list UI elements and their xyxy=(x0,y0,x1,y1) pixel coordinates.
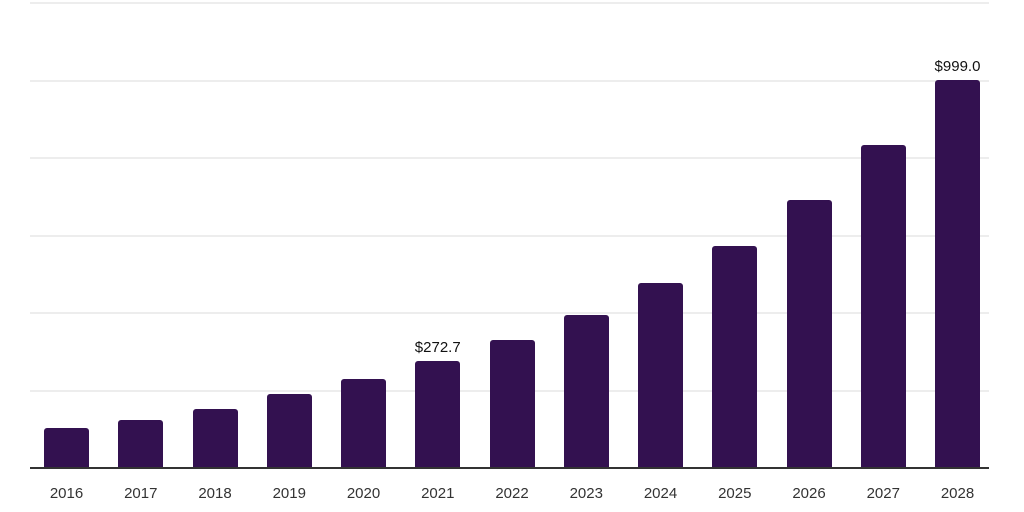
x-tick-label-2017: 2017 xyxy=(124,485,158,502)
gridline-y1000 xyxy=(30,79,989,82)
x-tick-label-2018: 2018 xyxy=(198,485,232,502)
x-axis-line xyxy=(30,467,989,469)
bar-2020 xyxy=(341,378,386,467)
x-tick-label-2028: 2028 xyxy=(940,485,975,502)
bar-2026 xyxy=(786,200,832,467)
bar-2019 xyxy=(266,393,312,467)
gridline-y800 xyxy=(30,157,989,159)
bar-2018 xyxy=(192,409,238,467)
bar-2028 xyxy=(935,79,980,467)
bar-2021 xyxy=(415,361,461,467)
bar-2022 xyxy=(489,339,535,467)
bar-2027 xyxy=(860,145,906,467)
gridline-y1200 xyxy=(30,2,989,4)
value-label-2028: $999.0 xyxy=(934,57,981,75)
x-tick-label-2024: 2024 xyxy=(643,485,678,502)
x-tick-label-2019: 2019 xyxy=(272,485,306,502)
bar-2024 xyxy=(638,283,683,467)
gridline-y600 xyxy=(30,234,989,237)
gridline-y400 xyxy=(30,312,989,314)
x-tick-label-2026: 2026 xyxy=(792,485,826,502)
x-tick-label-2025: 2025 xyxy=(718,485,752,502)
bar-2023 xyxy=(563,314,609,467)
bar-2016 xyxy=(44,427,89,467)
value-label-2021: $272.7 xyxy=(414,339,461,357)
x-tick-label-2027: 2027 xyxy=(866,485,900,502)
x-tick-label-2022: 2022 xyxy=(495,485,529,502)
x-tick-label-2020: 2020 xyxy=(346,485,381,502)
plot-area: $272.7 $999.0 xyxy=(30,2,989,469)
x-tick-label-2023: 2023 xyxy=(569,485,603,502)
bar-2017 xyxy=(118,419,164,467)
x-tick-label-2021: 2021 xyxy=(421,485,455,502)
bar-2025 xyxy=(712,246,758,467)
x-tick-label-2016: 2016 xyxy=(49,485,84,502)
